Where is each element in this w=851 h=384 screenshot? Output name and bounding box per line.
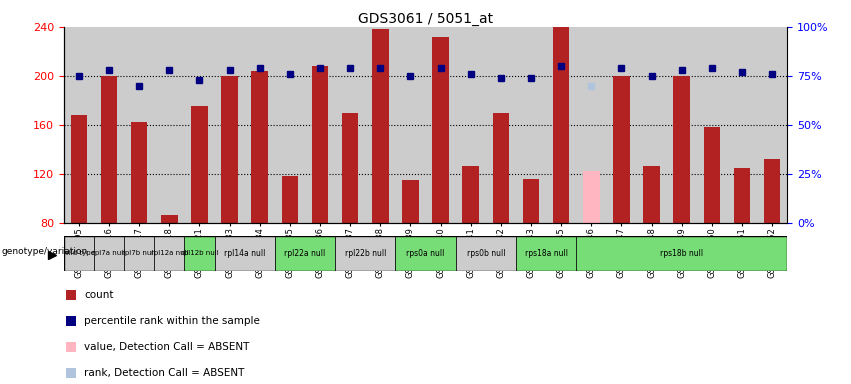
Bar [516,236,576,271]
Bar [311,66,328,223]
Bar [576,236,787,271]
Bar [643,166,660,223]
Bar [185,236,214,271]
Bar [94,236,124,271]
Bar [124,236,154,271]
Bar [71,115,87,223]
Text: wild type: wild type [63,250,94,257]
Title: GDS3061 / 5051_at: GDS3061 / 5051_at [358,12,493,26]
Text: rpl22b null: rpl22b null [345,249,386,258]
Text: value, Detection Call = ABSENT: value, Detection Call = ABSENT [84,342,249,352]
Bar [131,122,147,223]
Bar [251,71,268,223]
Text: rpl12a null: rpl12a null [151,250,188,257]
Bar [275,236,335,271]
Text: percentile rank within the sample: percentile rank within the sample [84,316,260,326]
Text: rpl7b null: rpl7b null [123,250,156,257]
Bar [583,171,600,223]
Text: rps0b null: rps0b null [466,249,505,258]
Bar [64,236,94,271]
Text: rps18b null: rps18b null [660,249,703,258]
Bar [523,179,540,223]
Bar [100,76,117,223]
Bar [214,236,275,271]
Bar [764,159,780,223]
Bar [673,76,690,223]
Bar [335,236,396,271]
Text: rpl12b null: rpl12b null [180,250,219,257]
Text: genotype/variation: genotype/variation [1,247,88,256]
Text: rps18a null: rps18a null [524,249,568,258]
Bar [455,236,516,271]
Text: rpl14a null: rpl14a null [224,249,266,258]
Bar [432,36,448,223]
Bar [613,76,630,223]
Bar [372,29,389,223]
Bar [493,113,509,223]
Bar [342,113,358,223]
Bar [734,168,751,223]
Bar [191,106,208,223]
Bar [462,166,479,223]
Text: rpl7a null: rpl7a null [93,250,126,257]
Bar [221,76,238,223]
Text: rps0a null: rps0a null [406,249,445,258]
Bar [282,176,298,223]
Text: count: count [84,290,114,300]
Bar [553,27,569,223]
Bar [396,236,455,271]
Bar [403,180,419,223]
Text: rpl22a null: rpl22a null [284,249,326,258]
Bar [154,236,185,271]
Bar [704,127,720,223]
Text: rank, Detection Call = ABSENT: rank, Detection Call = ABSENT [84,368,244,378]
Bar [161,215,178,223]
